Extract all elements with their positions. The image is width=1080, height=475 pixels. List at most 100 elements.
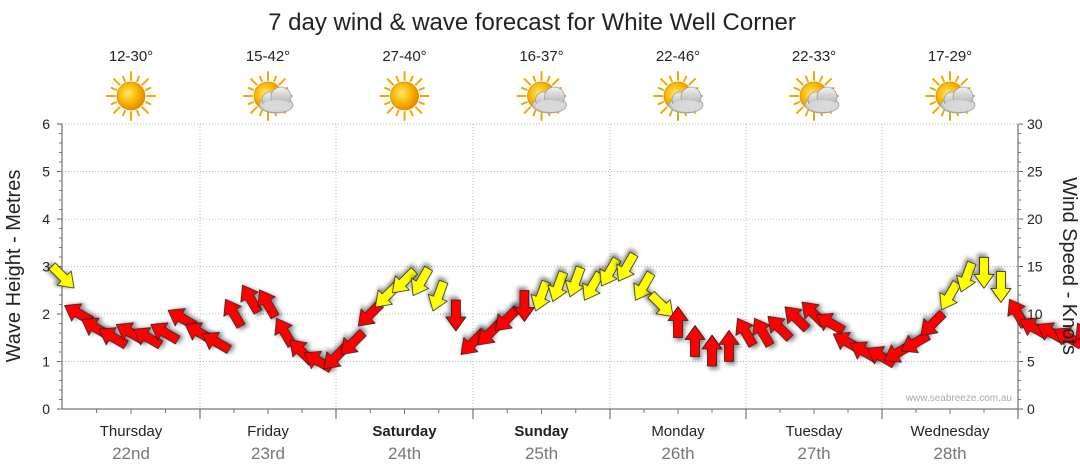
wind-arrow	[920, 310, 947, 336]
wind-arrow	[633, 270, 656, 301]
day-labels: Thursday 22nd Friday 23rd Saturday 24th Sunday…	[100, 423, 990, 463]
sun-ray	[551, 78, 560, 86]
wind-arrow	[223, 298, 246, 329]
chart-title: 7 day wind & wave forecast for White Wel…	[268, 9, 796, 36]
sun-ray	[278, 78, 286, 86]
sun-ray	[258, 109, 263, 117]
cloud-shape	[532, 86, 567, 114]
sun-ray	[819, 75, 824, 83]
wind-arrow	[900, 331, 931, 354]
wind-arrow	[514, 290, 535, 322]
temperature-range: 12-30°	[109, 48, 153, 65]
sun-ray	[668, 109, 673, 117]
sun-ray	[136, 75, 141, 83]
right-axis-label: Wind Speed - Knots	[1058, 177, 1080, 355]
left-tick-label: 5	[42, 164, 50, 180]
sun-ray	[929, 86, 937, 91]
sun-ray	[683, 75, 688, 83]
right-tick-label: 5	[1027, 354, 1035, 370]
day-name-label: Saturday	[372, 423, 437, 440]
wind-arrow	[150, 322, 181, 345]
sun-ray	[418, 101, 425, 106]
sun-cloud-icon	[789, 71, 840, 121]
cloud-fill	[944, 100, 974, 112]
left-tick-label: 0	[42, 401, 50, 417]
left-tick-label: 2	[42, 306, 50, 322]
sun-ray	[824, 78, 832, 86]
day-name-label: Wednesday	[911, 423, 990, 440]
wind-arrow	[939, 280, 962, 311]
day-name-label: Sunday	[514, 423, 569, 440]
sun-ray	[523, 78, 532, 86]
cloud-shape	[804, 86, 840, 114]
temperature-range: 27-40°	[382, 48, 426, 65]
sun-ray	[384, 86, 391, 91]
sun-ray	[418, 86, 425, 91]
sun-ray	[247, 101, 255, 106]
sun-ray	[546, 75, 551, 83]
sun-ray	[793, 101, 801, 106]
temperature-range: 15-42°	[246, 48, 290, 65]
temperature-range: 22-33°	[792, 48, 836, 65]
wind-arrow	[411, 266, 433, 296]
temperature-range: 16-37°	[519, 48, 563, 65]
sun-ray	[386, 106, 395, 114]
wind-arrow	[599, 256, 622, 287]
day-date-label: 25th	[525, 444, 558, 463]
day-date-label: 27th	[797, 444, 830, 463]
sun-ray	[258, 75, 263, 83]
sun-ray	[384, 101, 391, 106]
sun-icon	[106, 71, 156, 121]
right-tick-label: 15	[1027, 259, 1043, 275]
wind-arrow	[616, 251, 639, 282]
grid-lines	[62, 123, 1018, 409]
sun-ray	[929, 101, 937, 106]
sun-ray	[144, 86, 152, 91]
right-tick-label: 25	[1027, 164, 1043, 180]
sun-ray	[940, 109, 945, 117]
sun-icon	[379, 71, 430, 121]
day-date-label: 26th	[661, 444, 694, 463]
sun-ray	[657, 101, 665, 106]
sun-ray	[395, 75, 400, 83]
sun-cloud-icon	[925, 71, 976, 121]
wind-arrow	[990, 271, 1012, 303]
sun-ray	[660, 106, 668, 114]
wind-arrow	[445, 299, 467, 332]
sun-ray	[796, 106, 804, 114]
sun-ray	[940, 75, 945, 83]
sun-cloud-icon	[516, 71, 567, 121]
sun-ray	[273, 75, 278, 83]
sun-ray	[960, 78, 968, 86]
sun-ray	[110, 86, 118, 91]
wind-arrow	[735, 317, 758, 348]
cloud-fill	[672, 100, 702, 112]
day-name-label: Monday	[651, 423, 705, 440]
sun-ray	[414, 78, 423, 86]
sun-ray	[121, 109, 126, 117]
sun-ray	[532, 75, 537, 83]
wind-arrow	[133, 327, 164, 350]
sun-ray	[804, 75, 809, 83]
cloud-shape	[258, 86, 294, 114]
day-name-label: Friday	[247, 423, 289, 440]
plot-area: www.seabreeze.com.au	[48, 123, 1080, 419]
sun-ray	[660, 78, 668, 86]
sun-disc	[390, 81, 419, 111]
sun-ray	[521, 86, 528, 91]
sun-ray	[141, 78, 149, 86]
left-tick-label: 3	[42, 259, 50, 275]
left-tick-label: 6	[42, 116, 50, 132]
day-date-label: 28th	[933, 444, 966, 463]
wind-arrow	[784, 306, 811, 333]
sun-ray	[247, 86, 255, 91]
left-axis-ticks: 0 1 2 3 4 5 6	[42, 116, 50, 417]
sun-ray	[523, 106, 532, 114]
sun-ray	[141, 106, 149, 114]
cloud-shape	[668, 86, 704, 114]
sun-ray	[804, 109, 809, 117]
day-date-label: 24th	[388, 444, 421, 463]
cloud-shape	[940, 86, 976, 114]
